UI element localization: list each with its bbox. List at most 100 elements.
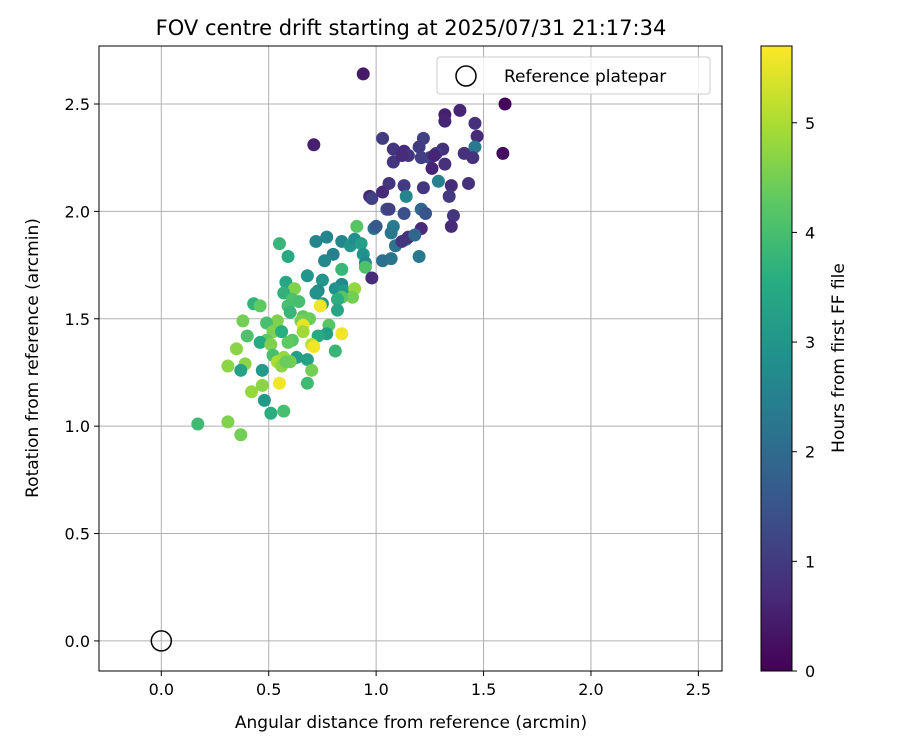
data-point xyxy=(305,363,319,377)
data-point xyxy=(275,325,289,339)
colorbar-gradient xyxy=(760,45,793,672)
data-point xyxy=(272,237,286,251)
data-point xyxy=(313,299,327,313)
data-point xyxy=(330,292,344,306)
colorbar-tick-label: 5 xyxy=(805,114,815,133)
colorbar-tick-label: 4 xyxy=(805,223,815,242)
data-point xyxy=(281,335,295,349)
data-point xyxy=(287,282,301,296)
data-point xyxy=(279,355,293,369)
data-point xyxy=(444,179,458,193)
data-point xyxy=(462,176,476,190)
data-point xyxy=(468,140,482,154)
data-point xyxy=(253,335,267,349)
data-point xyxy=(307,340,321,354)
data-point xyxy=(309,234,323,248)
data-point xyxy=(446,209,460,223)
data-point xyxy=(412,140,426,154)
data-point xyxy=(498,97,512,111)
data-point xyxy=(416,181,430,195)
data-point xyxy=(496,146,510,160)
x-axis-label: Angular distance from reference (arcmin) xyxy=(235,713,587,733)
y-tick-label: 0.0 xyxy=(65,632,90,651)
data-point xyxy=(442,189,456,203)
data-point xyxy=(300,376,314,390)
data-point xyxy=(382,202,396,216)
colorbar-tick-label: 1 xyxy=(805,552,815,571)
data-point xyxy=(397,179,411,193)
y-tick-label: 1.5 xyxy=(65,310,90,329)
grid-lines xyxy=(99,46,722,671)
data-point xyxy=(292,295,306,309)
data-point xyxy=(229,342,243,356)
colorbar-label: Hours from first FF file xyxy=(829,263,849,453)
data-point xyxy=(283,305,297,319)
data-point xyxy=(395,149,409,163)
data-point xyxy=(384,252,398,266)
data-point xyxy=(277,404,291,418)
data-point xyxy=(397,207,411,221)
data-point xyxy=(369,219,383,233)
y-tick-label: 1.0 xyxy=(65,417,90,436)
data-point xyxy=(234,363,248,377)
x-tick-label: 0.0 xyxy=(149,680,174,699)
data-point xyxy=(245,385,259,399)
data-point xyxy=(264,338,278,352)
data-point xyxy=(236,314,250,328)
data-point xyxy=(365,271,379,285)
data-point xyxy=(345,290,359,304)
data-point xyxy=(384,226,398,240)
data-point xyxy=(470,129,484,143)
x-tick-label: 1.0 xyxy=(363,680,388,699)
data-points xyxy=(150,67,512,652)
data-point xyxy=(431,174,445,188)
data-point xyxy=(395,234,409,248)
data-point xyxy=(419,207,433,221)
data-point xyxy=(240,329,254,343)
data-point xyxy=(354,237,368,251)
legend: Reference platepar xyxy=(436,56,711,95)
data-point xyxy=(365,191,379,205)
y-tick-label: 2.5 xyxy=(65,95,90,114)
data-point xyxy=(438,157,452,171)
data-point xyxy=(255,363,269,377)
x-tick-label: 2.5 xyxy=(686,680,711,699)
y-tick-label: 2.0 xyxy=(65,202,90,221)
data-point xyxy=(330,303,344,317)
reference-platepar-marker xyxy=(150,630,173,652)
x-tick-label: 0.5 xyxy=(256,680,281,699)
y-tick-label: 0.5 xyxy=(65,525,90,544)
data-point xyxy=(234,428,248,442)
legend-box xyxy=(436,56,711,95)
data-point xyxy=(315,273,329,287)
data-point xyxy=(318,254,332,268)
data-point xyxy=(300,353,314,367)
y-axis-ticks: 0.0 0.5 1.0 1.5 2.0 2.5 xyxy=(65,95,99,651)
data-point xyxy=(257,393,271,407)
data-point xyxy=(414,151,428,165)
data-point xyxy=(358,260,372,274)
data-point xyxy=(335,262,349,276)
data-point xyxy=(296,325,310,339)
data-point xyxy=(191,417,205,431)
data-point xyxy=(335,327,349,341)
data-point xyxy=(376,131,390,145)
plot-frame xyxy=(98,45,723,672)
data-point xyxy=(300,269,314,283)
legend-label-reference: Reference platepar xyxy=(504,67,666,87)
data-point xyxy=(309,286,323,300)
x-tick-label: 2.0 xyxy=(578,680,603,699)
data-point xyxy=(399,189,413,203)
data-point xyxy=(438,114,452,128)
colorbar-tick-label: 0 xyxy=(805,662,815,681)
colorbar-ticks: 0 1 2 3 4 5 xyxy=(792,114,815,681)
data-point xyxy=(307,138,321,152)
data-point xyxy=(466,151,480,165)
chart-title: FOV centre drift starting at 2025/07/31 … xyxy=(156,16,667,40)
data-point xyxy=(350,219,364,233)
data-point xyxy=(270,314,284,328)
colorbar xyxy=(760,45,793,672)
legend-marker-reference xyxy=(455,65,477,87)
data-point xyxy=(468,116,482,130)
